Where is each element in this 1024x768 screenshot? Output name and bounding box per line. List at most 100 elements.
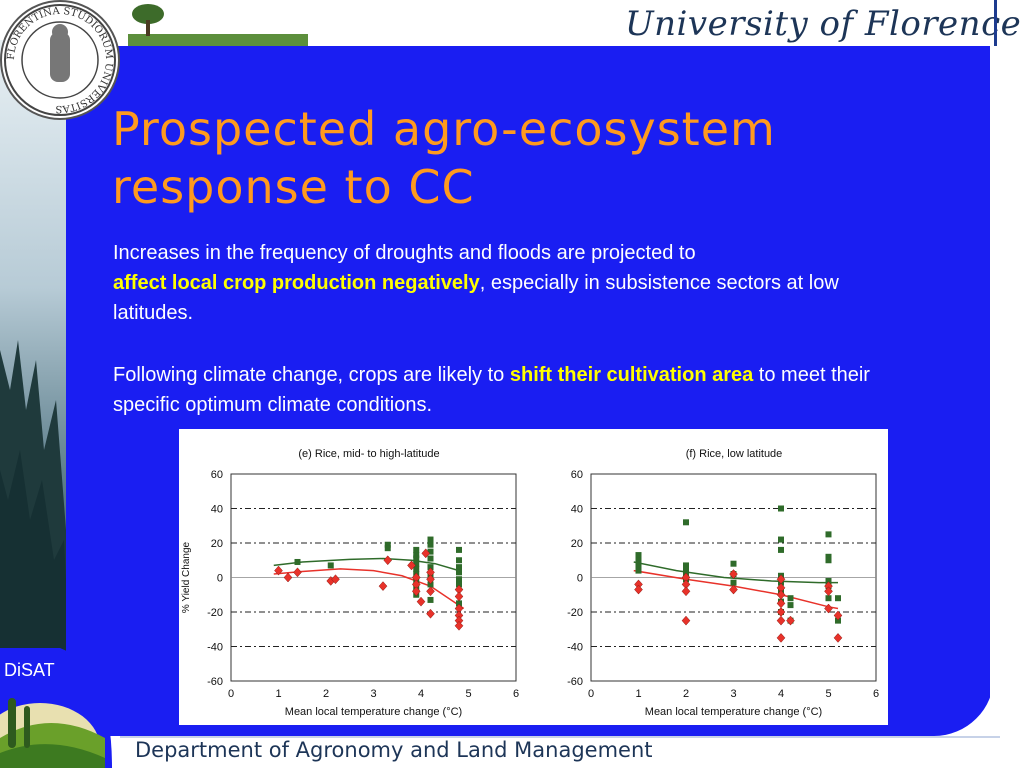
y-axis-label-0: % Yield Change [181,541,192,613]
square-point [835,595,841,602]
square-point [635,567,642,574]
square-point [413,555,420,562]
y-tick-label: -60 [207,676,223,688]
square-point [778,546,784,553]
diamond-point [407,560,416,571]
square-point [787,602,794,609]
square-point [825,531,832,538]
diamond-point [421,548,431,559]
y-tick-label: 60 [211,469,223,481]
square-point [294,558,301,565]
square-point [825,553,832,560]
diamond-point [283,572,293,583]
square-point [730,579,737,586]
square-point [778,536,784,543]
y-tick-label: 40 [211,504,223,516]
para1-text-a: Increases in the frequency of droughts a… [113,242,696,264]
para2-text-b: to meet their specific optimum climate c… [113,364,870,416]
x-tick-label: 6 [873,688,879,700]
diamond-point [274,565,283,576]
yield-change-figure: (e) Rice, mid- to high-latitude 60 40 20 0 -2… [179,429,888,725]
square-point [413,552,420,559]
square-point [635,560,642,567]
diamond-point [776,615,786,626]
slide-body: Increases in the frequency of droughts a… [113,238,913,420]
chart-title-0: (e) Rice, mid- to high-latitude [298,448,439,460]
x-tick-label: 1 [275,688,281,700]
disat-logo [0,648,112,768]
square-point [427,564,434,571]
x-tick-label: 0 [228,688,234,700]
x-tick-label: 3 [730,688,736,700]
x-tick-label: 2 [683,688,689,700]
square-point [384,545,391,552]
square-point [456,600,462,607]
trend-line [633,561,838,584]
para1-text-b: , especially in subsistence sectors at l… [113,272,839,324]
square-point [413,560,420,567]
y-tick-label: 20 [211,538,223,550]
department-name: Department of Agronomy and Land Manageme… [135,738,653,762]
square-point [683,562,689,569]
y-tick-label: 20 [571,538,583,550]
y-tick-label: 60 [571,469,583,481]
para2-highlight: shift their cultivation area [509,364,754,386]
y-tick-label: -40 [567,642,583,654]
square-point [730,560,737,567]
panel-edge [990,46,998,736]
square-point [787,595,794,602]
diamond-point [416,596,426,607]
square-point [456,564,462,571]
square-point [825,577,832,584]
square-point [427,536,434,543]
x-tick-label: 1 [635,688,641,700]
paragraph-1: Increases in the frequency of droughts a… [113,238,913,328]
diamond-point [776,632,786,643]
diamond-point [824,603,833,614]
square-point [327,562,334,569]
header-divider [994,0,997,46]
square-point [413,565,420,572]
square-point [456,581,462,588]
square-point [456,557,462,564]
x-tick-label: 2 [323,688,329,700]
x-tick-label: 0 [588,688,594,700]
y-tick-label: -60 [567,676,583,688]
university-seal: FLORENTINA STUDIORUM UNIVERSITAS [0,0,120,120]
trend-line [273,557,460,572]
y-tick-label: 0 [217,573,223,585]
diamond-point [729,584,738,595]
diamond-point [331,574,340,585]
diamond-point [454,620,464,631]
diamond-point [411,586,421,597]
square-point [683,519,689,526]
y-tick-label: 0 [577,573,583,585]
y-tick-label: -20 [207,607,223,619]
footer-line [120,736,1000,738]
para1-highlight: affect local crop production negatively [113,272,480,294]
slide-title: Prospected agro-ecosystem response to CC [112,100,776,216]
square-point [427,581,434,588]
x-axis-label-1: Mean local temperature change (°C) [645,706,822,718]
trend-line [273,568,465,610]
diamond-point [293,567,302,578]
square-point [456,569,462,576]
diamond-point [729,569,738,579]
x-tick-label: 4 [418,688,424,700]
square-point [825,557,832,564]
para2-text-a: Following climate change, crops are like… [113,364,510,386]
square-point [384,541,391,548]
y-tick-label: 40 [571,504,583,516]
square-point [427,596,434,603]
square-point [635,557,642,564]
diamond-point [426,608,435,619]
diamond-point [426,574,435,585]
diamond-point [681,586,691,597]
x-tick-label: 6 [513,688,519,700]
diamond-point [776,607,786,617]
square-point [825,595,832,602]
square-point [683,565,689,572]
diamond-point [681,615,691,626]
diamond-point [786,615,795,626]
square-point [427,548,434,555]
